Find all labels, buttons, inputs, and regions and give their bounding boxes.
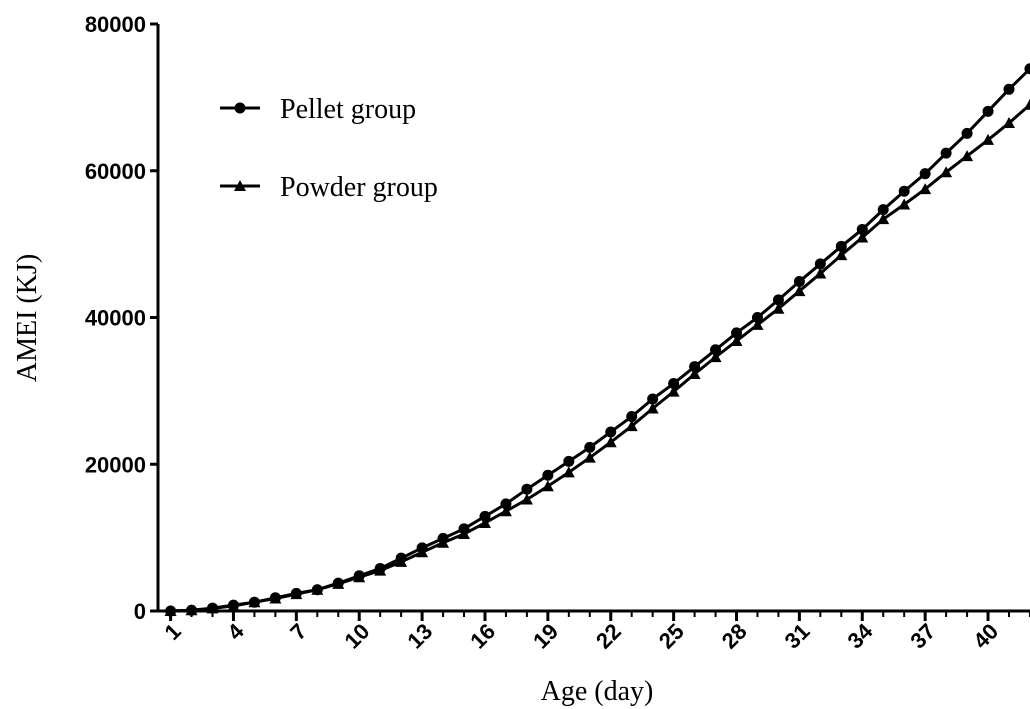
series-line — [170, 67, 1030, 613]
circle-marker — [542, 469, 554, 481]
legend-label: Pellet group — [280, 94, 416, 125]
circle-marker — [856, 223, 868, 235]
circle-marker — [751, 312, 763, 323]
triangle-marker — [919, 183, 932, 195]
circle-marker — [584, 441, 596, 453]
x-tick-label: 31 — [780, 619, 815, 654]
triangle-marker — [332, 577, 345, 589]
triangle-marker — [437, 536, 450, 548]
triangle-marker — [290, 588, 303, 600]
x-tick-label: 28 — [717, 619, 752, 654]
triangle-marker — [667, 385, 680, 397]
circle-marker — [898, 185, 910, 197]
triangle-marker — [416, 546, 429, 558]
triangle-marker — [604, 436, 617, 448]
triangle-marker — [646, 402, 659, 414]
triangle-marker — [478, 516, 491, 528]
triangle-marker — [940, 166, 953, 178]
circle-marker — [793, 276, 805, 288]
x-tick-label: 4 — [222, 618, 249, 645]
triangle-marker — [751, 318, 764, 330]
circle-marker — [940, 147, 952, 159]
triangle-marker — [709, 351, 722, 363]
circle-marker — [668, 378, 680, 390]
circle-marker — [877, 204, 889, 216]
circle-marker — [521, 483, 533, 495]
circle-marker — [919, 168, 931, 180]
circle-marker — [479, 510, 491, 522]
triangle-marker — [982, 133, 995, 145]
circle-marker — [563, 455, 575, 467]
y-axis-label: AMEI (KJ) — [12, 254, 43, 382]
x-axis-label: Age (day) — [541, 676, 654, 707]
y-tick-label: 20000 — [85, 452, 146, 477]
triangle-marker — [248, 596, 261, 608]
circle-marker — [689, 361, 701, 373]
x-tick-label: 10 — [339, 619, 374, 654]
triangle-marker — [814, 267, 827, 279]
triangle-marker — [856, 231, 869, 243]
circle-marker — [772, 294, 784, 306]
x-tick-label: 40 — [968, 619, 1003, 654]
legend-marker — [234, 180, 246, 191]
triangle-marker — [562, 466, 575, 478]
triangle-marker — [185, 604, 198, 616]
circle-marker — [647, 393, 659, 405]
circle-marker — [814, 258, 826, 270]
triangle-marker — [835, 249, 848, 261]
circle-marker — [982, 105, 994, 117]
x-tick-label: 22 — [591, 619, 626, 654]
circle-marker — [1003, 83, 1015, 95]
triangle-marker — [1023, 98, 1030, 110]
triangle-marker — [961, 150, 974, 162]
triangle-marker — [395, 555, 408, 567]
x-tick-label: 13 — [402, 619, 437, 654]
x-tick-label: 16 — [465, 619, 500, 654]
circle-marker — [605, 426, 617, 438]
circle-marker — [961, 127, 973, 139]
triangle-marker — [374, 564, 387, 576]
triangle-marker — [625, 420, 638, 432]
circle-marker — [1024, 63, 1030, 75]
triangle-marker — [688, 367, 701, 379]
x-tick-label: 7 — [285, 619, 311, 645]
y-tick-label: 60000 — [85, 159, 146, 184]
circle-marker — [626, 411, 638, 423]
triangle-marker — [772, 302, 785, 314]
circle-marker — [731, 327, 743, 339]
triangle-marker — [541, 480, 554, 492]
triangle-marker — [458, 527, 471, 539]
y-tick-label: 0 — [134, 599, 146, 624]
circle-marker — [835, 240, 847, 252]
circle-marker — [500, 498, 512, 510]
y-tick-label: 80000 — [85, 12, 146, 37]
triangle-marker — [898, 198, 911, 210]
triangle-marker — [227, 599, 240, 611]
x-tick-label: 25 — [654, 619, 689, 654]
x-tick-label: 37 — [905, 619, 940, 654]
triangle-marker — [206, 602, 219, 614]
triangle-marker — [877, 213, 890, 225]
triangle-marker — [164, 605, 177, 616]
triangle-marker — [499, 505, 512, 517]
triangle-marker — [583, 451, 596, 463]
y-tick-label: 40000 — [85, 306, 146, 331]
legend-marker — [234, 102, 246, 114]
x-tick-label: 34 — [842, 618, 878, 654]
x-tick-label: 19 — [528, 619, 563, 654]
triangle-marker — [793, 285, 806, 297]
triangle-marker — [269, 592, 282, 604]
circle-marker — [710, 344, 722, 356]
triangle-marker — [311, 583, 324, 595]
x-tick-label: 1 — [159, 619, 185, 645]
triangle-marker — [730, 334, 743, 346]
triangle-marker — [1002, 117, 1015, 129]
triangle-marker — [520, 493, 533, 505]
legend-label: Powder group — [280, 172, 438, 203]
triangle-marker — [353, 571, 366, 583]
